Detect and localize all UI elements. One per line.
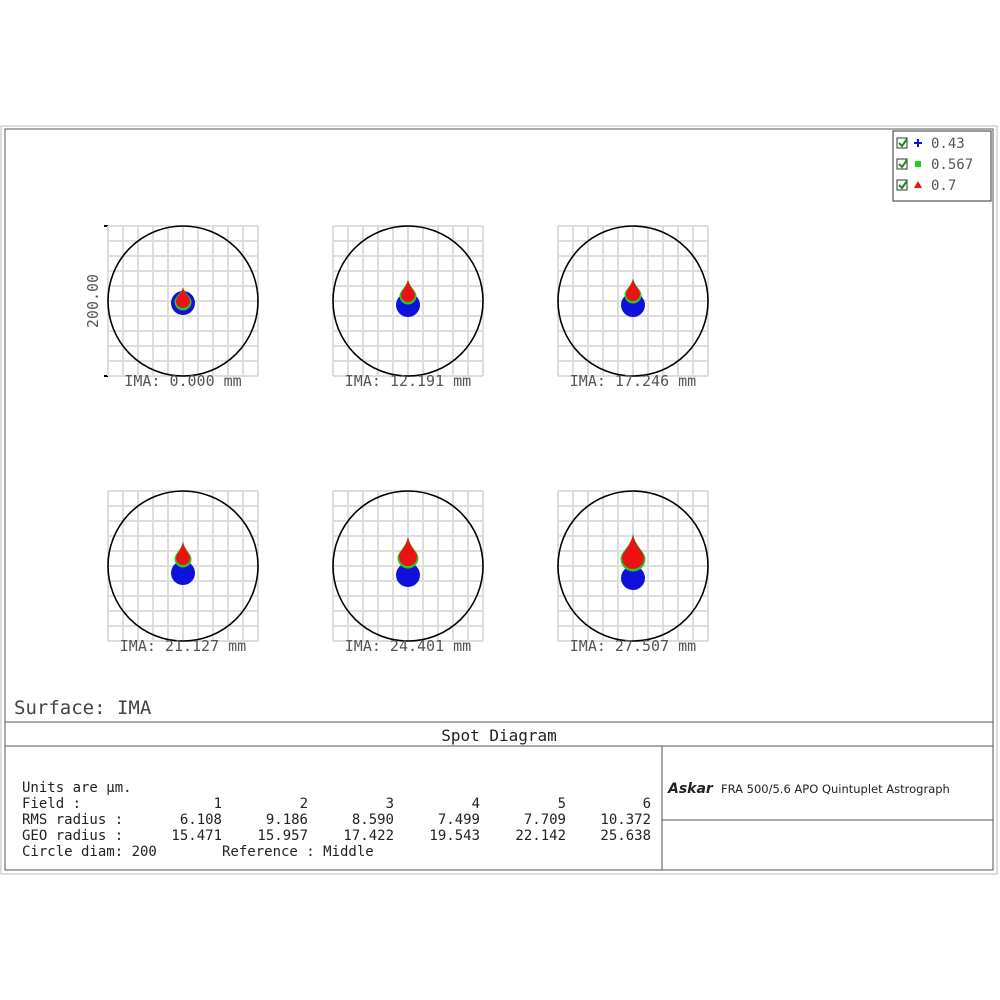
spot-blue <box>396 563 420 587</box>
legend-marker <box>915 161 921 167</box>
spot-blue <box>171 561 195 585</box>
table-cell: 7.709 <box>524 812 566 828</box>
spot-plot: IMA: 12.191 mm <box>332 225 484 390</box>
field-label: IMA: 27.507 mm <box>570 637 696 655</box>
table-cell: 15.957 <box>257 828 308 844</box>
spot-red <box>622 534 644 569</box>
legend-checkbox <box>896 137 908 149</box>
circle-text: Circle diam: 200 <box>22 844 157 860</box>
spot-plot: IMA: 17.246 mm <box>557 225 709 390</box>
brand: Askar <box>667 781 714 797</box>
spot-red <box>626 279 640 301</box>
legend-label: 0.7 <box>931 178 956 194</box>
table-cell: 4 <box>472 796 480 812</box>
product: FRA 500/5.6 APO Quintuplet Astrograph <box>721 782 950 796</box>
spot-red <box>399 537 417 566</box>
row-label: Field : <box>22 796 81 812</box>
legend-checkbox <box>896 158 908 170</box>
table-cell: 5 <box>558 796 566 812</box>
legend-check <box>898 159 908 169</box>
legend-checkbox <box>896 179 908 191</box>
scale-label: 200.00 <box>84 274 102 328</box>
legend-label: 0.567 <box>931 157 973 173</box>
field-label: IMA: 24.401 mm <box>345 637 471 655</box>
field-label: IMA: 21.127 mm <box>120 637 246 655</box>
table-cell: 7.499 <box>438 812 480 828</box>
table-cell: 19.543 <box>429 828 480 844</box>
table-cell: 25.638 <box>600 828 651 844</box>
table-cell: 15.471 <box>171 828 222 844</box>
legend-marker <box>914 139 922 147</box>
table-cell: 17.422 <box>343 828 394 844</box>
airy-circle <box>107 225 259 377</box>
table-cell: 1 <box>214 796 222 812</box>
legend-check <box>898 180 908 190</box>
title: Spot Diagram <box>441 726 557 745</box>
airy-circle <box>557 490 709 642</box>
legend-box <box>892 130 992 202</box>
table-cell: 22.142 <box>515 828 566 844</box>
spot-red <box>176 542 190 565</box>
spot-plot: IMA: 27.507 mm <box>557 490 709 655</box>
spot-plot: IMA: 24.401 mm <box>332 490 484 655</box>
outer-frame <box>0 125 998 875</box>
table-cell: 6.108 <box>180 812 222 828</box>
surface-label: Surface: IMA <box>14 697 152 719</box>
units-text: Units are µm. <box>22 780 132 796</box>
airy-circle <box>332 225 484 377</box>
legend-label: 0.43 <box>931 136 965 152</box>
row-label: RMS radius : <box>22 812 123 828</box>
airy-circle <box>107 490 259 642</box>
airy-circle <box>557 225 709 377</box>
field-label: IMA: 0.000 mm <box>124 372 241 390</box>
table-cell: 8.590 <box>352 812 394 828</box>
reference-text: Reference : Middle <box>222 844 374 860</box>
spot-plot: IMA: 0.000 mm <box>107 225 259 390</box>
airy-circle <box>332 490 484 642</box>
table-cell: 10.372 <box>600 812 651 828</box>
spot-plot: IMA: 21.127 mm <box>107 490 259 655</box>
table-cell: 9.186 <box>266 812 308 828</box>
table-cell: 3 <box>386 796 394 812</box>
field-label: IMA: 17.246 mm <box>570 372 696 390</box>
row-label: GEO radius : <box>22 828 123 844</box>
field-label: IMA: 12.191 mm <box>345 372 471 390</box>
table-cell: 6 <box>643 796 651 812</box>
spot-red <box>401 280 415 302</box>
spot-blue <box>621 566 645 590</box>
spot-red <box>176 288 190 308</box>
table-cell: 2 <box>300 796 308 812</box>
legend-check <box>898 138 908 148</box>
legend-marker <box>914 181 922 188</box>
